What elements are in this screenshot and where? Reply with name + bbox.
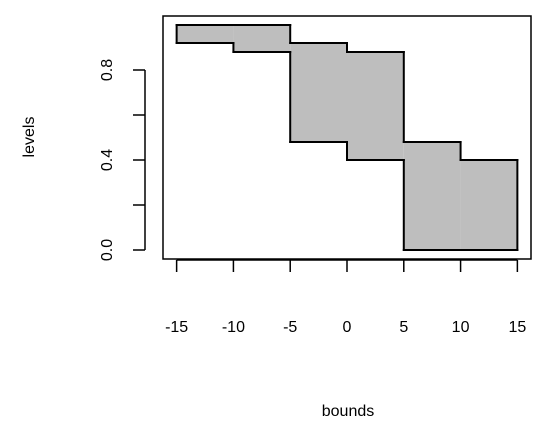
x-tick-label: 5 [399,319,408,336]
band-segment [176,25,234,43]
band-segment [233,25,291,52]
x-tick-label: 0 [343,319,352,336]
y-tick-label: 0.0 [99,239,116,261]
band-segment [347,52,404,160]
x-tick-label: -5 [283,319,297,336]
x-tick-label: -10 [222,319,245,336]
x-tick-label: -15 [165,319,188,336]
y-axis-label: levels [21,117,38,158]
y-tick-label: 0.4 [99,149,116,171]
x-tick-label: 10 [452,319,470,336]
x-axis-label: bounds [322,403,375,420]
band-segment [290,43,347,142]
band-segment [460,160,518,250]
x-tick-label: 15 [508,319,526,336]
plot-frame [162,15,532,260]
band-segment [403,142,461,250]
y-tick-label: 0.8 [99,59,116,81]
